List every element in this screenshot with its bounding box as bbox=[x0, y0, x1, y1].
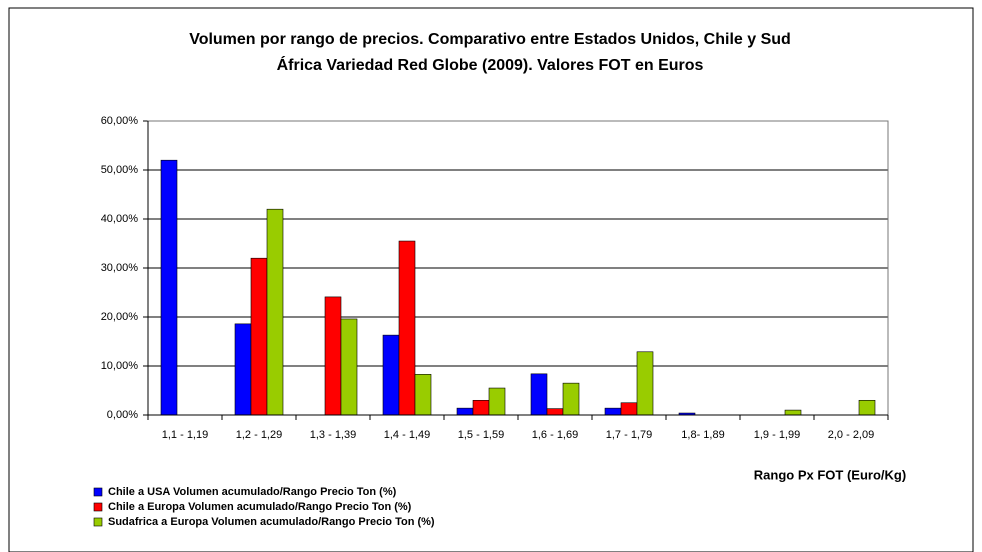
chart-title: Volumen por rango de precios. Comparativ… bbox=[189, 31, 791, 48]
y-tick-label: 60,00% bbox=[101, 115, 139, 127]
bar bbox=[382, 334, 400, 416]
bar bbox=[324, 296, 342, 416]
bar bbox=[472, 399, 490, 416]
chart-subtitle: África Variedad Red Globe (2009). Valore… bbox=[277, 55, 704, 74]
bar bbox=[234, 323, 252, 416]
legend-swatch bbox=[93, 502, 103, 512]
bar bbox=[546, 408, 564, 416]
bar bbox=[160, 159, 178, 416]
bar bbox=[604, 407, 622, 416]
bar bbox=[620, 402, 638, 416]
x-axis-label: Rango Px FOT (Euro/Kg) bbox=[754, 467, 906, 482]
legend-swatch bbox=[93, 487, 103, 497]
y-tick-label: 20,00% bbox=[101, 311, 139, 323]
bar bbox=[250, 257, 268, 416]
x-tick-label: 1,3 - 1,39 bbox=[310, 429, 356, 441]
bar bbox=[340, 318, 358, 416]
x-tick-label: 2,0 - 2,09 bbox=[828, 429, 874, 441]
y-tick-label: 40,00% bbox=[101, 213, 139, 225]
legend-label: Sudafrica a Europa Volumen acumulado/Ran… bbox=[108, 516, 435, 528]
x-tick-label: 1,2 - 1,29 bbox=[236, 429, 282, 441]
bar bbox=[456, 407, 474, 416]
x-tick-label: 1,1 - 1,19 bbox=[162, 429, 208, 441]
y-tick-label: 50,00% bbox=[101, 164, 139, 176]
bar bbox=[530, 373, 548, 416]
legend-label: Chile a USA Volumen acumulado/Rango Prec… bbox=[108, 486, 397, 498]
y-tick-label: 30,00% bbox=[101, 262, 139, 274]
y-tick-label: 0,00% bbox=[107, 409, 138, 421]
bar bbox=[398, 240, 416, 416]
bar bbox=[562, 382, 580, 416]
x-tick-label: 1,8- 1,89 bbox=[681, 429, 724, 441]
legend-swatch bbox=[93, 517, 103, 527]
y-tick-label: 10,00% bbox=[101, 360, 139, 372]
x-tick-label: 1,9 - 1,99 bbox=[754, 429, 800, 441]
bar bbox=[636, 351, 654, 416]
bar bbox=[414, 374, 432, 416]
x-tick-label: 1,5 - 1,59 bbox=[458, 429, 504, 441]
legend-label: Chile a Europa Volumen acumulado/Rango P… bbox=[108, 501, 412, 513]
bar bbox=[858, 399, 876, 416]
x-tick-label: 1,4 - 1,49 bbox=[384, 429, 430, 441]
x-tick-label: 1,7 - 1,79 bbox=[606, 429, 652, 441]
bar bbox=[784, 409, 802, 416]
x-tick-label: 1,6 - 1,69 bbox=[532, 429, 578, 441]
bar bbox=[266, 208, 284, 416]
bar bbox=[488, 387, 506, 416]
